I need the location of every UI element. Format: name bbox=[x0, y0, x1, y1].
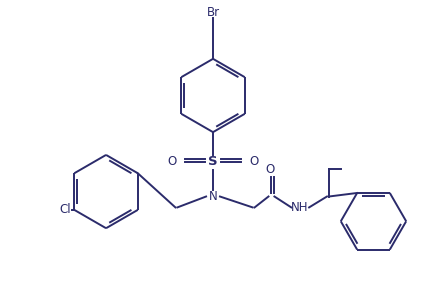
Text: S: S bbox=[208, 155, 217, 168]
Text: Cl: Cl bbox=[60, 204, 71, 216]
Text: Br: Br bbox=[206, 6, 219, 19]
Text: O: O bbox=[249, 155, 258, 168]
Text: NH: NH bbox=[290, 201, 307, 214]
Text: N: N bbox=[208, 190, 217, 203]
Text: O: O bbox=[167, 155, 176, 168]
Text: O: O bbox=[265, 163, 274, 176]
